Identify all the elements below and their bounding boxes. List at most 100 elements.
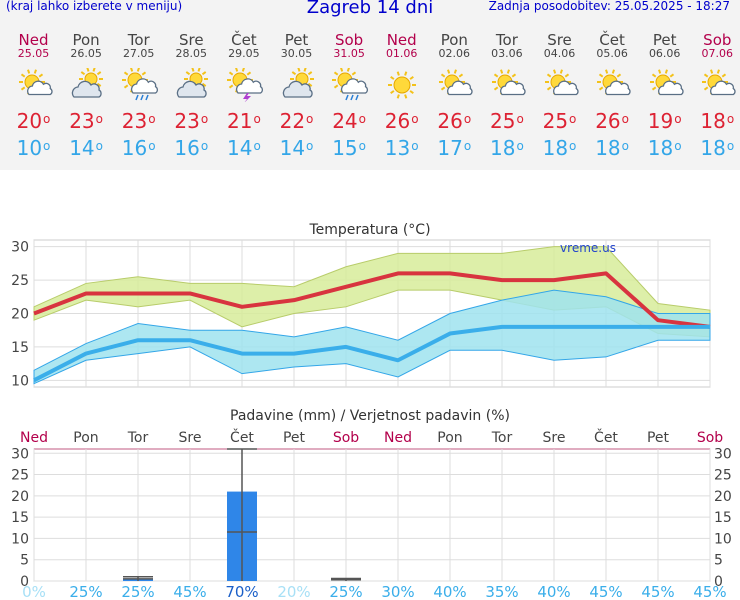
- sun-cloud-thunder-icon: [226, 68, 263, 102]
- precip-probability: 40%: [537, 583, 570, 600]
- temp-min: 15o: [332, 136, 366, 160]
- precip-chart-title: Padavine (mm) / Verjetnost padavin (%): [230, 408, 510, 424]
- temp-min: 14o: [279, 136, 314, 160]
- sun-cloud-icon: [544, 69, 579, 96]
- day-column: Čet 29.05 21o 14o: [217, 32, 270, 159]
- precip-day-label: Ned: [384, 430, 412, 446]
- precip-day-label: Sob: [697, 430, 723, 446]
- precip-probability: 20%: [277, 583, 310, 600]
- day-name: Sob: [703, 31, 732, 49]
- min-temp-line: [33, 324, 710, 383]
- day-column: Pet 06.06 19o 18o: [638, 32, 691, 159]
- precip-y-tick-left: 30: [11, 446, 29, 462]
- temp-max: 25o: [489, 109, 524, 133]
- precip-day-label: Čet: [230, 428, 254, 446]
- sun-cloud-rain-icon: [332, 68, 369, 101]
- day-name: Ned: [386, 31, 417, 49]
- day-column: Sob 07.06 18o 18o: [691, 32, 740, 159]
- min-temp-range-band: [33, 289, 711, 385]
- precip-y-tick-right: 0: [714, 574, 723, 590]
- temp-max: 20o: [16, 109, 51, 133]
- temp-max: 25o: [542, 109, 577, 133]
- day-name: Sre: [547, 31, 572, 49]
- temp-max: 19o: [647, 109, 682, 133]
- day-column: Čet 05.06 26o 18o: [586, 32, 639, 159]
- day-name: Pon: [440, 31, 468, 49]
- day-column: Pon 02.06 26o 17o: [428, 32, 481, 159]
- day-date: 26.05: [70, 47, 102, 60]
- precip-probability: 45%: [641, 583, 674, 600]
- precip-y-tick-left: 15: [11, 510, 29, 526]
- temperature-chart-title: Temperatura (°C): [308, 222, 430, 238]
- precip-y-tick-right: 25: [714, 468, 732, 484]
- sun-cloud-icon: [18, 69, 53, 96]
- precip-day-label: Sre: [179, 430, 202, 446]
- precip-day-label: Pon: [73, 430, 98, 446]
- day-name: Pet: [284, 31, 309, 49]
- temp-min: 13o: [384, 136, 419, 160]
- temp-max: 26o: [595, 109, 629, 133]
- day-date: 30.05: [280, 47, 313, 60]
- day-date: 05.06: [596, 47, 628, 60]
- temp-min: 18o: [542, 136, 577, 160]
- sun-cloud-icon: [439, 69, 473, 96]
- temp-max: 22o: [279, 109, 314, 133]
- day-date: 28.05: [175, 47, 208, 60]
- precip-day-label: Pet: [283, 430, 306, 446]
- day-date: 04.06: [543, 47, 576, 60]
- precip-y-tick-right: 30: [714, 446, 732, 462]
- forecast-header: (kraj lahko izberete v meniju) Zagreb 14…: [0, 0, 740, 170]
- precip-y-tick-right: 10: [714, 531, 732, 547]
- temp-min: 16o: [121, 136, 156, 160]
- precip-probability: 45%: [173, 583, 206, 600]
- day-name: Pon: [72, 31, 100, 49]
- day-column: Sre 28.05 23o 16o: [165, 32, 218, 159]
- day-column: Tor 27.05 23o 16o: [112, 32, 165, 159]
- day-date: 29.05: [228, 47, 260, 60]
- day-column: Ned 25.05 20o 10o: [7, 32, 60, 159]
- precip-plot-area: [33, 448, 711, 582]
- precip-y-tick-right: 5: [714, 553, 723, 569]
- day-date: 27.05: [122, 47, 155, 60]
- temp-max: 24o: [332, 109, 366, 133]
- temp-min: 18o: [595, 136, 629, 160]
- temp-min: 18o: [700, 136, 735, 160]
- precip-day-label: Pon: [437, 430, 462, 446]
- precip-probability: 40%: [433, 583, 466, 600]
- precip-day-label: Tor: [491, 430, 513, 446]
- temp-max: 18o: [700, 109, 735, 133]
- sun-cloud-rain-icon: [121, 68, 158, 101]
- day-name: Sre: [179, 31, 204, 49]
- cloud-sun-icon: [71, 68, 104, 98]
- temp-y-tick: 20: [11, 307, 29, 323]
- precip-day-label: Pet: [647, 430, 670, 446]
- temp-y-tick: 10: [11, 373, 29, 389]
- sun-cloud-icon: [491, 69, 526, 96]
- precip-probability: 25%: [121, 583, 154, 600]
- temp-min: 16o: [174, 136, 209, 160]
- precip-day-label: Ned: [20, 430, 48, 446]
- precip-y-tick-left: 5: [20, 553, 29, 569]
- precip-probability: 0%: [22, 583, 46, 600]
- temp-max: 26o: [384, 109, 419, 133]
- day-column: Pet 30.05 22o 14o: [270, 32, 323, 159]
- last-update: Zadnja posodobitev: 25.05.2025 - 18:27: [488, 0, 730, 13]
- precip-probability: 70%: [225, 583, 258, 600]
- precip-probability: 25%: [69, 583, 102, 600]
- sun-cloud-icon: [597, 69, 631, 96]
- day-column: Ned 01.06 26o 13o: [375, 32, 428, 159]
- day-column: Sre 04.06 25o 18o: [533, 32, 586, 159]
- day-date: 01.06: [385, 47, 418, 60]
- day-name: Sob: [334, 31, 364, 49]
- day-date: 03.06: [491, 47, 523, 60]
- temp-min: 18o: [647, 136, 682, 160]
- sun-cloud-icon: [649, 69, 684, 96]
- temp-y-tick: 25: [11, 273, 29, 289]
- precip-y-tick-left: 10: [11, 531, 29, 547]
- temp-y-tick: 15: [11, 340, 29, 356]
- day-name: Čet: [231, 31, 257, 49]
- day-date: 02.06: [438, 47, 471, 60]
- day-name: Čet: [599, 31, 625, 49]
- sun-icon: [387, 71, 416, 99]
- temp-min: 17o: [437, 136, 472, 160]
